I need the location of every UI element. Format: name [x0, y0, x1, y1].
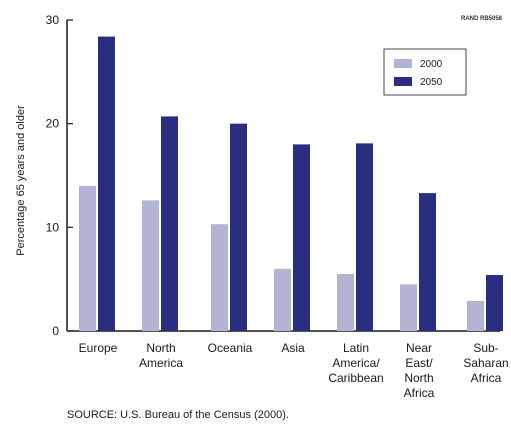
- legend-label-2000: 2000: [420, 59, 443, 70]
- x-category-label: Latin: [343, 341, 369, 355]
- legend-swatch-2050: [394, 77, 412, 86]
- y-axis-label: Percentage 65 years and older: [15, 105, 27, 256]
- bar-2050-0: [98, 36, 115, 331]
- bar-2000-3: [274, 268, 291, 331]
- bar-2000-0: [79, 185, 96, 331]
- x-category-label: Caribbean: [328, 371, 383, 385]
- bar-2000-4: [337, 273, 354, 331]
- bar-2000-6: [467, 300, 484, 331]
- y-tick-label: 10: [46, 220, 60, 234]
- bar-2050-5: [419, 193, 436, 331]
- x-category-label: North: [146, 341, 175, 355]
- x-category-label: Oceania: [208, 341, 253, 355]
- x-category-label: Africa: [404, 386, 435, 400]
- y-tick-label: 0: [52, 324, 59, 338]
- y-tick-label: 20: [46, 117, 60, 131]
- x-category-label: Sub-: [473, 341, 498, 355]
- bar-2050-6: [486, 275, 503, 331]
- x-category-label: Asia: [281, 341, 305, 355]
- bar-2000-5: [400, 284, 417, 331]
- figure-tag: RAND RB5058: [461, 16, 503, 22]
- bar-2050-2: [230, 123, 247, 332]
- legend-swatch-2000: [394, 59, 412, 68]
- bar-2050-4: [356, 143, 373, 331]
- x-category-label: East/: [405, 356, 433, 370]
- bar-2050-1: [161, 116, 178, 331]
- x-category-label: America: [139, 356, 183, 370]
- x-category-label: North: [404, 371, 433, 385]
- bar-2000-1: [142, 200, 159, 331]
- x-category-label: America/: [332, 356, 380, 370]
- legend-box: [383, 48, 467, 96]
- bar-2050-3: [293, 144, 310, 331]
- x-category-label: Near: [406, 341, 432, 355]
- bar-2000-2: [211, 224, 228, 331]
- x-category-label: Saharan: [463, 356, 508, 370]
- x-category-label: Europe: [79, 341, 118, 355]
- legend-label-2050: 2050: [420, 77, 443, 88]
- source-note: SOURCE: U.S. Bureau of the Census (2000)…: [67, 409, 289, 421]
- x-category-label: Africa: [471, 371, 502, 385]
- y-tick-label: 30: [46, 13, 60, 27]
